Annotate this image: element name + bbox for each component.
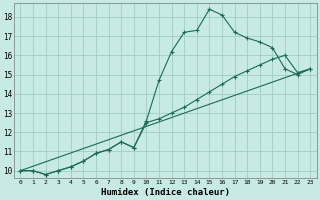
X-axis label: Humidex (Indice chaleur): Humidex (Indice chaleur) [101, 188, 230, 197]
